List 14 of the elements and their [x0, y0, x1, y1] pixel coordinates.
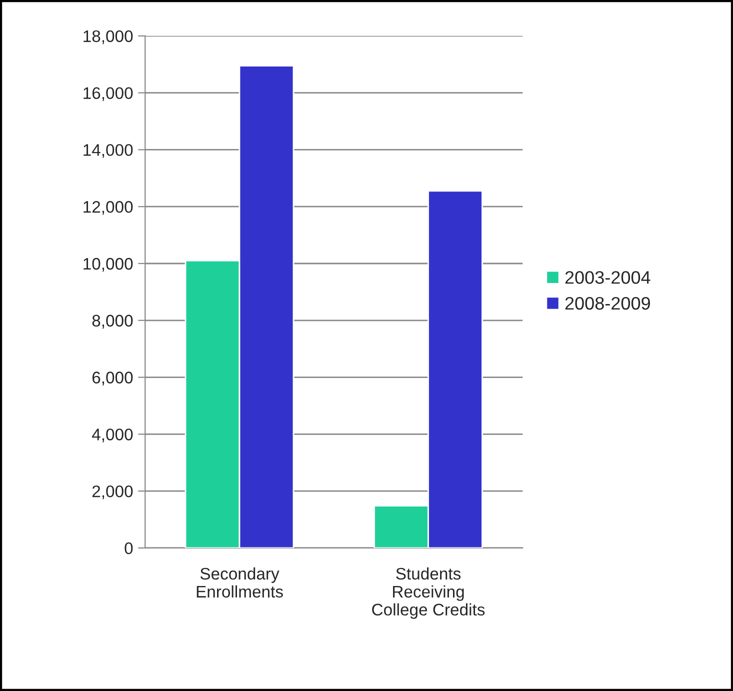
- y-tick-label: 14,000: [84, 144, 133, 158]
- y-tick-label: 16,000: [84, 87, 133, 101]
- y-tick-label: 18,000: [84, 30, 133, 44]
- y-tick-label: 8,000: [92, 314, 133, 329]
- x-tick-label: Secondary Enrollments: [196, 567, 283, 598]
- x-tick-label: Students Receiving College Credits: [372, 567, 485, 619]
- y-tick-label: 2,000: [92, 485, 133, 500]
- y-tick-label: 0: [124, 542, 133, 554]
- y-tick-label: 10,000: [84, 258, 133, 272]
- legend-label: 2008-2009: [565, 296, 650, 310]
- y-tick-label: 4,000: [92, 428, 133, 442]
- y-tick-label: 6,000: [92, 372, 133, 386]
- y-tick-label: 12,000: [84, 201, 133, 215]
- legend-label: 2003-2004: [565, 271, 650, 284]
